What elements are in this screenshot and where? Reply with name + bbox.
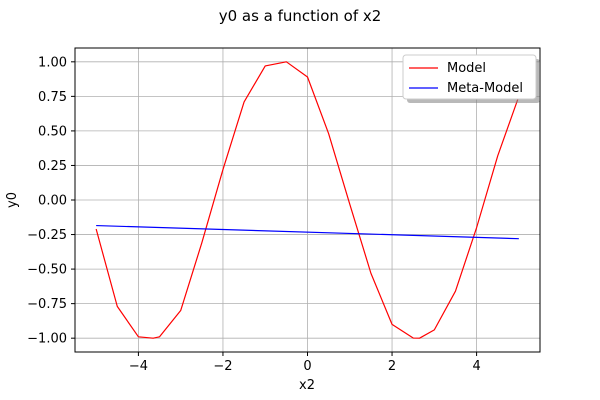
y-tick-label: 0.50 xyxy=(38,124,67,139)
x-tick-label: 2 xyxy=(388,359,396,374)
y-tick-label: 0.25 xyxy=(38,159,67,174)
x-tick-label: 0 xyxy=(303,359,311,374)
x-tick-label: 4 xyxy=(472,359,480,374)
chart-title: y0 as a function of x2 xyxy=(219,7,382,25)
legend-label-meta-model: Meta-Model xyxy=(447,81,523,96)
y-tick-label: −0.25 xyxy=(27,228,67,243)
y-axis-label: y0 xyxy=(5,192,20,208)
x-tick-label: −4 xyxy=(129,359,148,374)
x-axis-label: x2 xyxy=(299,378,315,393)
y-axis-ticks: −1.00 −0.75 −0.50 −0.25 0.00 0.25 0.50 0.75 1.00 xyxy=(27,55,75,347)
y-tick-label: 0.00 xyxy=(38,194,67,209)
x-tick-label: −2 xyxy=(213,359,232,374)
series-line-model xyxy=(95,61,520,339)
y-tick-label: −0.75 xyxy=(27,297,67,312)
y-tick-label: −1.00 xyxy=(27,332,67,347)
x-axis-ticks: −4 −2 0 2 4 xyxy=(129,352,481,374)
y-tick-label: −0.50 xyxy=(27,263,67,278)
series-layer xyxy=(95,61,520,339)
legend-label-model: Model xyxy=(447,61,486,76)
y-tick-label: 1.00 xyxy=(38,55,67,70)
y-tick-label: 0.75 xyxy=(38,90,67,105)
legend: Model Meta-Model xyxy=(402,54,540,103)
series-line-meta-model xyxy=(96,224,519,240)
